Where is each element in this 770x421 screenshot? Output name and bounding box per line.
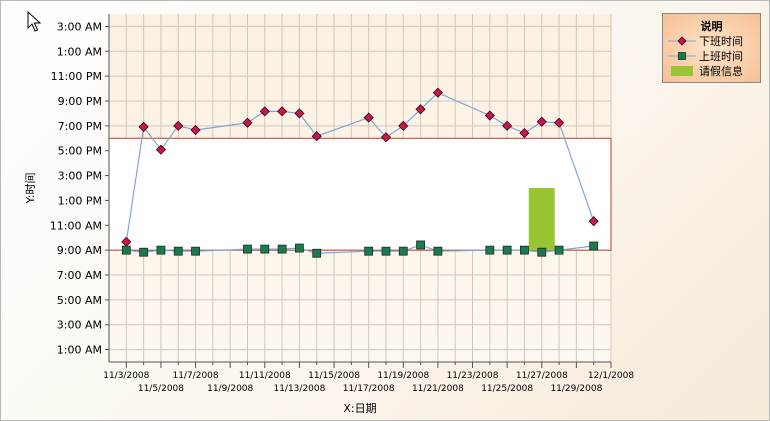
x-tick-label: 12/1/2008 <box>588 371 634 381</box>
clock-in-marker <box>277 244 287 254</box>
x-tick-label: 11/7/2008 <box>172 371 218 381</box>
y-tick-label: 11:00 PM <box>51 70 102 83</box>
clock-in-marker <box>295 243 304 253</box>
legend-item-leave: 请假信息 <box>663 64 760 79</box>
x-tick-label: 11/27/2008 <box>516 371 568 381</box>
square-marker-icon <box>668 52 696 60</box>
clock-out-marker <box>311 131 322 142</box>
x-tick-label: 11/17/2008 <box>343 384 395 394</box>
leave-bars <box>528 188 555 251</box>
clock-in-marker <box>433 246 443 256</box>
clock-in-marker <box>537 247 547 257</box>
clock-in-marker <box>381 246 391 256</box>
x-tick-label: 11/13/2008 <box>273 384 325 394</box>
clock-in-marker <box>416 240 425 250</box>
reference-band <box>108 137 612 251</box>
clock-in-marker <box>191 246 200 256</box>
clock-in-marker <box>139 247 149 257</box>
clock-in-marker <box>260 244 270 254</box>
clock-out-marker <box>415 104 426 115</box>
clock-in-marker <box>554 245 564 255</box>
y-tick-label: 3:00 PM <box>58 170 102 183</box>
work-hours-band <box>108 137 612 251</box>
y-tick-label: 5:00 PM <box>58 145 102 158</box>
y-tick-label: 11:00 AM <box>50 219 102 232</box>
clock-out-marker <box>432 87 443 98</box>
x-tick-label: 11/19/2008 <box>377 371 429 381</box>
y-tick-label: 7:00 AM <box>57 269 102 282</box>
clock-out-marker <box>380 132 392 143</box>
y-tick-label: 9:00 AM <box>57 244 102 257</box>
clock-out-marker <box>519 128 530 139</box>
x-tick-labels: 11/3/2008 11/5/2008 11/7/2008 11/9/2008 11/1… <box>103 371 634 394</box>
x-tick-label: 11/29/2008 <box>550 384 602 394</box>
series-markers <box>121 87 599 258</box>
y-tick-label: 3:00 AM <box>57 20 102 33</box>
y-tick-label: 7:00 PM <box>58 120 102 133</box>
clock-out-marker <box>363 112 374 123</box>
x-tick-label: 11/23/2008 <box>447 371 499 381</box>
clock-out-marker <box>190 124 201 136</box>
clock-out-marker <box>242 117 253 128</box>
clock-in-marker <box>398 246 408 256</box>
x-tick-label: 11/25/2008 <box>481 384 533 394</box>
clock-out-marker <box>484 110 495 121</box>
clock-in-marker <box>312 248 322 258</box>
clock-out-marker <box>588 216 599 227</box>
x-tick-label: 11/11/2008 <box>239 371 291 381</box>
clock-in-marker <box>364 246 374 256</box>
legend-title: 说明 <box>700 20 723 33</box>
axes <box>105 14 612 368</box>
clock-out-marker <box>398 120 409 131</box>
y-axis-title: Y:时间 <box>24 173 37 205</box>
clock-out-marker <box>502 120 513 131</box>
clock-in-marker <box>121 245 131 255</box>
x-tick-label: 11/15/2008 <box>308 371 360 381</box>
clock-out-marker <box>294 108 305 119</box>
clock-in-marker <box>589 241 599 251</box>
clock-out-marker <box>138 121 149 132</box>
clock-in-marker <box>502 245 512 255</box>
legend-label: 请假信息 <box>699 65 743 78</box>
legend-label: 下班时间 <box>699 35 743 48</box>
leave-bar <box>528 188 555 251</box>
clock-out-marker <box>259 106 270 117</box>
legend-item-clock-in: 上班时间 <box>663 49 760 64</box>
clock-in-marker <box>156 245 166 255</box>
mouse-cursor-icon <box>27 11 41 32</box>
y-tick-label: 3:00 AM <box>57 319 102 332</box>
legend-item-clock-out: 下班时间 <box>663 34 760 49</box>
y-tick-labels: 1:00 AM 3:00 AM 5:00 AM 7:00 AM 9:00 AM 11:00… <box>50 20 102 356</box>
clock-out-marker <box>554 117 565 128</box>
y-tick-label: 1:00 AM <box>57 45 102 58</box>
x-tick-label: 11/5/2008 <box>138 384 184 394</box>
diamond-marker-icon <box>668 36 696 46</box>
clock-in-marker <box>173 246 183 256</box>
y-tick-label: 9:00 PM <box>58 95 102 108</box>
clock-out-marker <box>536 116 547 127</box>
y-tick-label: 5:00 AM <box>57 294 102 307</box>
x-tick-label: 11/21/2008 <box>412 384 464 394</box>
clock-in-marker <box>520 245 529 255</box>
legend: 说明 下班时间 上班时间 请假信息 <box>662 13 761 83</box>
bar-swatch-icon <box>671 66 693 76</box>
clock-out-marker <box>155 144 166 155</box>
x-tick-label: 11/3/2008 <box>103 371 149 381</box>
clock-out-marker <box>277 106 288 117</box>
clock-in-marker <box>485 245 495 255</box>
clock-in-marker <box>243 244 252 254</box>
y-tick-label: 1:00 PM <box>58 194 102 207</box>
clock-out-marker <box>173 120 184 131</box>
y-tick-label: 1:00 AM <box>57 344 102 357</box>
x-tick-label: 11/9/2008 <box>207 384 253 394</box>
x-axis-title: X:日期 <box>343 402 376 415</box>
legend-label: 上班时间 <box>699 50 743 63</box>
